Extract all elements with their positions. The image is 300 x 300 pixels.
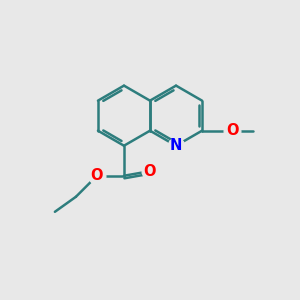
Text: O: O (91, 168, 103, 183)
Text: O: O (226, 123, 238, 138)
Text: O: O (143, 164, 156, 179)
Text: N: N (170, 138, 182, 153)
